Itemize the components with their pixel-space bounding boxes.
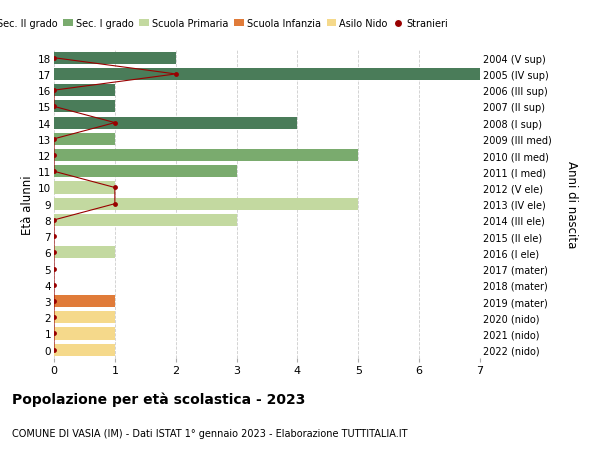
Bar (54, 150, 358, 162)
Bar (54, 312, 115, 324)
Bar (54, 214, 236, 226)
Bar (54, 166, 236, 178)
Bar (54, 328, 115, 340)
Bar (54, 295, 115, 308)
Y-axis label: Anni di nascita: Anni di nascita (565, 161, 578, 248)
Text: Popolazione per età scolastica - 2023: Popolazione per età scolastica - 2023 (12, 392, 305, 406)
Bar (54, 344, 115, 356)
Bar (54, 134, 115, 146)
Bar (54, 117, 298, 129)
Bar (54, 101, 115, 113)
Bar (54, 85, 115, 97)
Bar (54, 198, 358, 210)
Text: COMUNE DI VASIA (IM) - Dati ISTAT 1° gennaio 2023 - Elaborazione TUTTITALIA.IT: COMUNE DI VASIA (IM) - Dati ISTAT 1° gen… (12, 428, 407, 438)
Bar (54, 52, 176, 65)
Legend: Sec. II grado, Sec. I grado, Scuola Primaria, Scuola Infanzia, Asilo Nido, Stran: Sec. II grado, Sec. I grado, Scuola Prim… (0, 15, 452, 33)
Bar (54, 69, 480, 81)
Bar (54, 182, 115, 194)
Bar (54, 247, 115, 259)
Y-axis label: Età alunni: Età alunni (21, 174, 34, 234)
